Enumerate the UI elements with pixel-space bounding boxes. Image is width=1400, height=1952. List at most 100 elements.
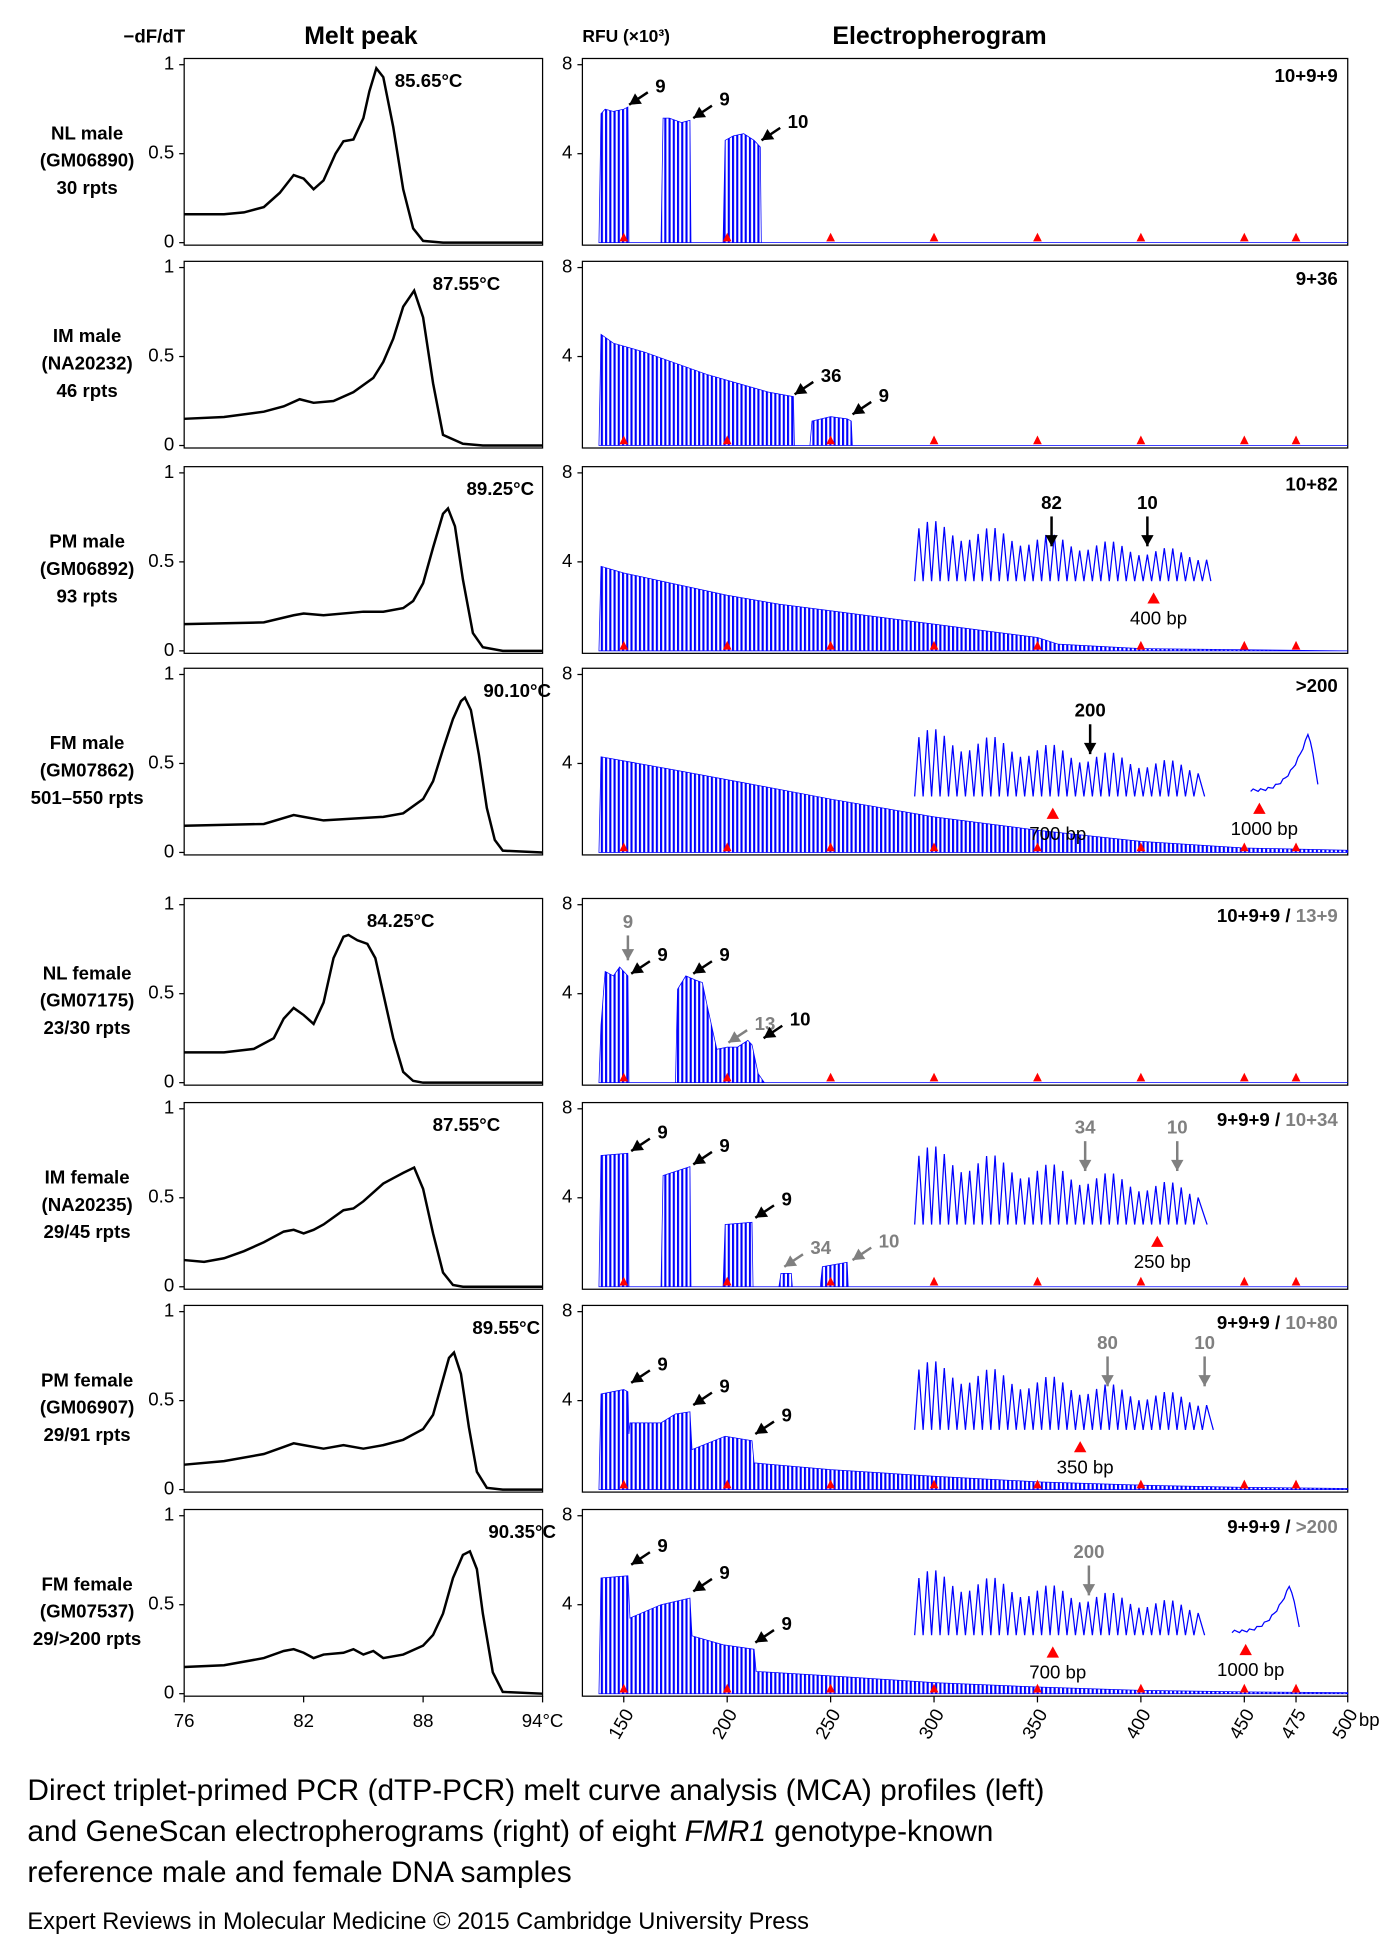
size-standard-peak xyxy=(826,435,835,445)
arrow-head xyxy=(693,1153,707,1165)
size-standard-peak xyxy=(826,232,835,242)
melt-curve xyxy=(184,695,543,854)
melt-curve xyxy=(184,287,543,447)
ladder-label: 350 bp xyxy=(1057,1456,1114,1477)
melt-curve xyxy=(184,1165,543,1289)
panel-frame xyxy=(581,466,1349,654)
source: Expert Reviews in Molecular Medicine © 2… xyxy=(27,1909,809,1935)
genotype: 9+9+9 / 10+34 xyxy=(1217,1109,1338,1130)
genotype-part: 10+9+9 / xyxy=(1217,905,1296,926)
x-tick-label: 475 xyxy=(1276,1705,1310,1742)
y-tick-label: 0.5 xyxy=(148,1593,174,1614)
peak-annotation: 9 xyxy=(657,1353,667,1374)
size-standard-peak xyxy=(826,842,835,852)
size-standard-peak xyxy=(619,232,629,242)
x-tick-label: 250 xyxy=(811,1705,845,1742)
y-tick-label: 0 xyxy=(164,639,174,660)
genotype-part: 9+9+9 / xyxy=(1217,1312,1285,1333)
peak-label: 89.25°C xyxy=(466,478,534,499)
panel-frame xyxy=(183,466,544,654)
y-tick-label: 4 xyxy=(562,550,572,571)
inset-label: 34 xyxy=(1075,1117,1096,1138)
sample-label: 30 rpts xyxy=(57,177,118,198)
size-standard-peak xyxy=(1291,1072,1301,1082)
inset-label: 10 xyxy=(1167,1117,1188,1138)
y-tick-label: 0 xyxy=(164,433,174,454)
size-standard-peak xyxy=(826,640,835,650)
electropherogram xyxy=(598,106,1348,244)
caption: and GeneScan electropherograms (right) o… xyxy=(27,1815,993,1848)
x-tick-label: 350 xyxy=(1018,1705,1052,1742)
y-label-right: RFU (×10³) xyxy=(582,26,670,46)
arrow-head xyxy=(852,402,866,415)
size-standard-peak xyxy=(1033,232,1042,242)
y-tick-label: 0.5 xyxy=(148,142,174,163)
genotype-part: 10+34 xyxy=(1285,1109,1338,1130)
electropherogram xyxy=(598,756,1349,853)
ladder-label: 700 bp xyxy=(1029,1662,1086,1683)
arrow-head xyxy=(755,1206,769,1218)
size-standard-peak xyxy=(1136,842,1146,852)
peak-annotation: 10 xyxy=(790,1009,811,1030)
size-standard-peak xyxy=(1239,232,1249,242)
melt-curve xyxy=(184,933,543,1084)
x-tick-label: 88 xyxy=(413,1710,434,1731)
y-tick-label: 1 xyxy=(164,53,174,74)
ladder-marker xyxy=(1239,1643,1252,1656)
arrow-head xyxy=(1171,1159,1184,1172)
ladder-label: 250 bp xyxy=(1134,1251,1191,1272)
peak-annotation: 9 xyxy=(781,1613,791,1634)
panel-frame xyxy=(581,1101,1349,1290)
arrow-head xyxy=(1141,535,1154,547)
y-tick-label: 0 xyxy=(164,1478,174,1499)
y-tick-label: 0 xyxy=(164,1071,174,1092)
sample-label: FM male xyxy=(50,732,125,753)
sample-label: (GM06890) xyxy=(40,150,134,171)
sample-label: 93 rpts xyxy=(57,585,118,606)
panel-frame xyxy=(183,57,544,246)
arrow-head xyxy=(761,128,775,141)
size-standard-peak xyxy=(1291,640,1301,650)
size-standard-peak xyxy=(929,640,939,650)
ladder-label: 700 bp xyxy=(1029,823,1086,844)
y-tick-label: 0 xyxy=(164,231,174,252)
sample-label: PM female xyxy=(41,1369,133,1390)
size-standard-peak xyxy=(1033,1276,1042,1286)
size-standard-peak xyxy=(1239,1683,1249,1693)
arrow-head xyxy=(794,382,808,395)
peak-label: 87.55°C xyxy=(433,273,501,294)
y-tick-label: 4 xyxy=(562,344,572,365)
ladder-marker xyxy=(1147,592,1160,604)
y-label-left: −dF/dT xyxy=(123,25,185,46)
size-standard-peak xyxy=(1239,1479,1249,1489)
sample-label: (GM06892) xyxy=(40,558,134,579)
panel-frame xyxy=(581,1304,1349,1493)
electropherogram xyxy=(598,565,1348,652)
arrow-head xyxy=(763,1026,777,1039)
y-tick-label: 8 xyxy=(562,662,572,683)
size-standard-peak xyxy=(722,842,732,852)
caption-part: FMR1 xyxy=(685,1815,766,1848)
inset-label: 200 xyxy=(1073,1541,1104,1562)
peak-annotation: 10 xyxy=(788,111,809,132)
size-standard-peak xyxy=(1033,1072,1042,1082)
size-standard-peak xyxy=(826,1479,835,1489)
size-standard-peak xyxy=(619,1479,629,1489)
electropherogram xyxy=(598,333,1348,446)
size-standard-peak xyxy=(722,1072,732,1082)
sample-label: IM female xyxy=(45,1166,130,1187)
arrow-head xyxy=(1045,535,1058,547)
panel-frame xyxy=(581,57,1349,246)
size-standard-peak xyxy=(619,1276,629,1286)
size-standard-peak xyxy=(1033,1683,1042,1693)
peak-annotation: 34 xyxy=(810,1237,831,1258)
sample-label: 46 rpts xyxy=(57,380,118,401)
arrow-head xyxy=(693,962,707,974)
arrow-head xyxy=(629,93,642,105)
y-tick-label: 1 xyxy=(164,1300,174,1321)
size-standard-peak xyxy=(1239,640,1249,650)
x-tick-label: 82 xyxy=(293,1710,314,1731)
peak-annotation: 9 xyxy=(719,1135,729,1156)
size-standard-peak xyxy=(1291,232,1301,242)
